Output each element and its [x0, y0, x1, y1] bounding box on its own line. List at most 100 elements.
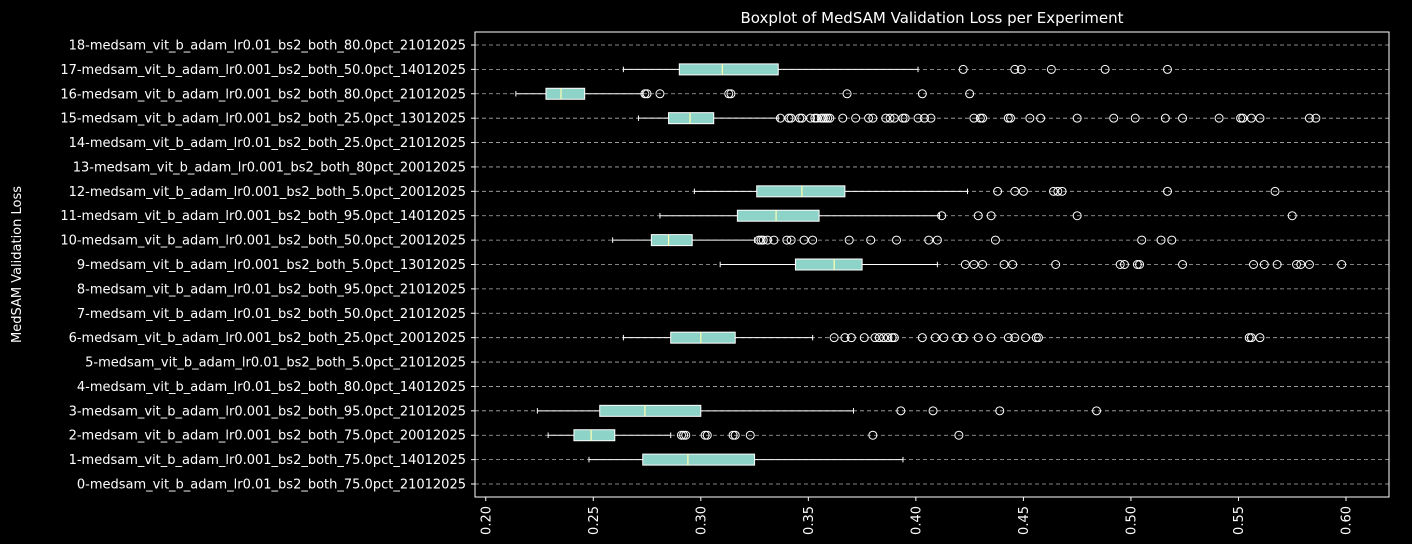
box-16: [515, 87, 975, 100]
flier-point: [851, 113, 861, 123]
flier-point: [728, 430, 738, 440]
flier-point: [1238, 113, 1248, 123]
flier-point: [1135, 260, 1145, 269]
flier-point: [1016, 64, 1026, 74]
flier-point: [1132, 260, 1142, 269]
flier-point: [870, 333, 880, 343]
x-tick-label: 0.55: [1232, 506, 1247, 535]
box-iqr: [573, 429, 616, 442]
flier-point: [887, 333, 897, 343]
flier-point: [924, 235, 934, 245]
box-6: [622, 331, 1265, 344]
y-tick-label: 13-medsam_vit_b_adam_lr0.001_bs2_both_80…: [73, 160, 466, 175]
flier-point: [1049, 186, 1059, 196]
x-tick-label: 0.40: [909, 506, 924, 535]
flier-point: [937, 211, 947, 221]
y-tick-label: 17-medsam_vit_b_adam_lr0.001_bs2_both_50…: [60, 63, 466, 78]
flier-point: [842, 89, 852, 99]
flier-point: [1259, 260, 1269, 269]
y-tick-label: 10-medsam_vit_b_adam_lr0.001_bs2_both_50…: [60, 234, 466, 249]
flier-point: [1057, 186, 1067, 196]
flier-point: [939, 333, 949, 343]
flier-point: [868, 113, 878, 123]
x-tick-label: 0.50: [1124, 506, 1139, 535]
y-tick-label: 6-medsam_vit_b_adam_lr0.001_bs2_both_25.…: [69, 331, 466, 346]
flier-point: [1031, 333, 1041, 343]
y-axis-label: MedSAM Validation Loss: [10, 186, 25, 343]
flier-point: [1244, 333, 1254, 343]
flier-point: [1003, 113, 1013, 123]
flier-point: [917, 89, 927, 99]
flier-point: [775, 113, 785, 123]
flier-point: [1167, 235, 1177, 245]
flier-point: [892, 235, 902, 245]
flier-point: [726, 89, 736, 99]
flier-point: [1156, 235, 1166, 245]
y-tick-label: 18-medsam_vit_b_adam_lr0.01_bs2_both_80.…: [69, 39, 466, 54]
flier-point: [969, 260, 979, 269]
flier-point: [973, 333, 983, 343]
flier-point: [702, 430, 712, 440]
flier-point: [879, 333, 889, 343]
flier-point: [1304, 260, 1314, 269]
box-3: [536, 404, 1102, 417]
flier-point: [969, 113, 979, 123]
flier-point: [1010, 64, 1020, 74]
flier-point: [932, 235, 942, 245]
flier-point: [1236, 113, 1246, 123]
y-tick-label: 16-medsam_vit_b_adam_lr0.001_bs2_both_80…: [60, 87, 466, 102]
flier-point: [889, 113, 899, 123]
boxes-group: [515, 63, 1347, 466]
flier-point: [913, 113, 923, 123]
flier-point: [679, 430, 689, 440]
box-iqr: [736, 209, 820, 222]
flier-point: [797, 113, 807, 123]
y-tick-label: 14-medsam_vit_b_adam_lr0.01_bs2_both_25.…: [69, 136, 466, 151]
flier-point: [958, 333, 968, 343]
flier-point: [919, 113, 929, 123]
y-tick-label: 12-medsam_vit_b_adam_lr0.001_bs2_both_5.…: [69, 185, 466, 200]
flier-point: [859, 333, 869, 343]
flier-point: [978, 113, 988, 123]
x-tick-label: 0.25: [587, 506, 602, 535]
flier-point: [930, 333, 940, 343]
flier-point: [889, 333, 899, 343]
flier-point: [844, 235, 854, 245]
flier-point: [810, 113, 820, 123]
flier-point: [784, 113, 794, 123]
box-12: [693, 185, 1280, 198]
y-tick-label: 9-medsam_vit_b_adam_lr0.001_bs2_both_5.0…: [77, 258, 466, 273]
flier-point: [1178, 260, 1188, 269]
flier-point: [730, 430, 740, 440]
flier-point: [883, 333, 893, 343]
flier-point: [812, 113, 822, 123]
flier-point: [700, 430, 710, 440]
flier-point: [866, 235, 876, 245]
flier-point: [986, 333, 996, 343]
x-tick-label: 0.20: [479, 506, 494, 535]
flier-point: [1005, 113, 1015, 123]
flier-point: [840, 333, 850, 343]
y-tick-labels: 0-medsam_vit_b_adam_lr0.01_bs2_both_75.0…: [60, 39, 475, 493]
flier-point: [1255, 333, 1265, 343]
flier-point: [1046, 64, 1056, 74]
x-tick-label: 0.35: [802, 506, 817, 535]
flier-point: [1003, 333, 1013, 343]
flier-point: [1311, 113, 1321, 123]
flier-point: [1021, 333, 1031, 343]
box-10: [612, 234, 1177, 247]
flier-point: [1246, 333, 1256, 343]
flier-point: [1246, 113, 1256, 123]
flier-point: [926, 113, 936, 123]
flier-point: [818, 113, 828, 123]
flier-point: [1272, 260, 1282, 269]
flier-point: [864, 113, 874, 123]
flier-point: [954, 430, 964, 440]
flier-point: [1008, 260, 1018, 269]
flier-point: [958, 64, 968, 74]
flier-point: [986, 211, 996, 221]
flier-point: [993, 186, 1003, 196]
y-tick-label: 5-medsam_vit_b_adam_lr0.01_bs2_both_5.0p…: [85, 356, 466, 371]
flier-point: [928, 406, 938, 416]
